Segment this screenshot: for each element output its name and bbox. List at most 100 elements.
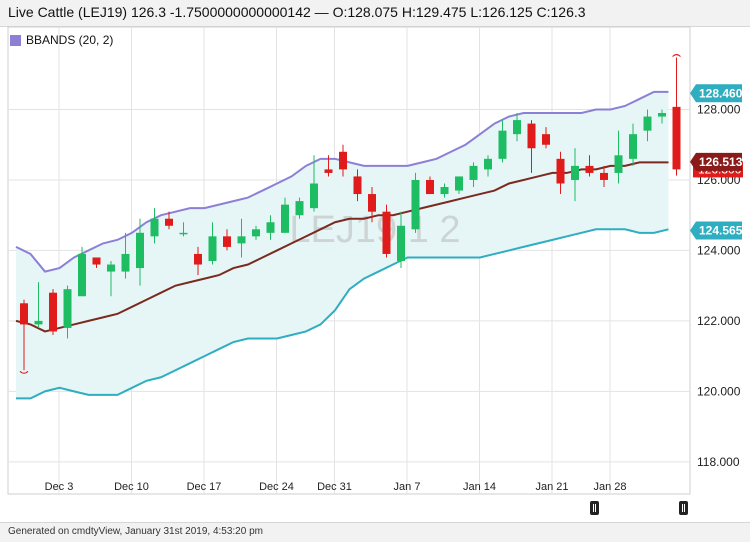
- candle-body: [208, 236, 217, 261]
- candle-body: [368, 194, 376, 212]
- candle: [411, 172, 420, 233]
- chart-footer: Generated on cmdtyView, January 31st 201…: [0, 522, 750, 542]
- candle-body: [34, 320, 43, 325]
- candle-body: [469, 165, 478, 180]
- price-tag-label: 124.565: [699, 224, 743, 238]
- candle: [20, 299, 28, 371]
- candle: [237, 218, 246, 258]
- candle-body: [237, 236, 246, 244]
- candle-body: [585, 165, 594, 173]
- candle-body: [179, 232, 188, 235]
- candle: [252, 225, 260, 240]
- candle: [310, 155, 318, 212]
- low-marker: [19, 370, 29, 374]
- candle-body: [63, 289, 72, 328]
- x-tick-label: Dec 3: [45, 481, 74, 493]
- candle: [92, 257, 101, 269]
- x-tick-label: Dec 24: [259, 481, 294, 493]
- candle-body: [571, 165, 579, 180]
- high-marker: [672, 54, 681, 57]
- candle-body: [455, 176, 463, 191]
- x-tick-label: Jan 14: [463, 481, 496, 493]
- candle-body: [527, 123, 536, 149]
- candle-body: [295, 201, 304, 216]
- candle: [194, 246, 202, 276]
- candle: [426, 176, 434, 195]
- candle: [78, 246, 86, 297]
- candle: [397, 211, 405, 269]
- candle-body: [107, 264, 115, 272]
- x-tick-label: Dec 17: [187, 481, 222, 493]
- candle: [614, 130, 623, 184]
- candle: [643, 109, 652, 142]
- x-tick-label: Dec 10: [114, 481, 149, 493]
- candle: [484, 155, 492, 177]
- candle: [440, 183, 449, 198]
- candle: [542, 127, 550, 149]
- candle-body: [556, 158, 565, 184]
- candle: [266, 215, 275, 240]
- x-tick-label: Dec 31: [317, 481, 352, 493]
- candle: [658, 109, 666, 124]
- candle-body: [49, 292, 57, 332]
- candle-body: [121, 253, 130, 272]
- candle: [469, 162, 478, 188]
- candle: [208, 222, 217, 265]
- candle-body: [165, 218, 173, 226]
- y-tick-label: 124.000: [697, 243, 741, 257]
- generated-note: Generated on cmdtyView, January 31st 201…: [8, 526, 263, 537]
- bbands-lower-line: [16, 228, 669, 400]
- candle-body: [223, 236, 231, 247]
- x-tick-label: Jan 28: [593, 481, 626, 493]
- candle: [223, 229, 231, 251]
- y-tick-label: 128.000: [697, 103, 741, 117]
- candle: [353, 169, 362, 202]
- candle-body: [136, 232, 144, 269]
- candle-body: [484, 158, 492, 170]
- candle: [672, 57, 681, 176]
- candle: [63, 285, 72, 339]
- candle: [498, 120, 507, 163]
- range-handle-left[interactable]: [590, 501, 599, 515]
- candle-body: [150, 218, 159, 237]
- candle: [121, 232, 130, 279]
- range-handle-right[interactable]: [679, 501, 688, 515]
- candle: [571, 148, 579, 202]
- x-tick-label: Jan 7: [394, 481, 421, 493]
- y-tick-label: 118.000: [697, 455, 740, 469]
- candle-body: [20, 303, 28, 325]
- candle-body: [78, 253, 86, 297]
- bollinger-band-fill: [16, 91, 669, 399]
- price-tag: [690, 152, 742, 171]
- candle: [339, 144, 347, 177]
- candle-body: [643, 116, 652, 131]
- candle-body: [353, 176, 362, 195]
- candle: [281, 197, 289, 233]
- candle-body: [310, 183, 318, 209]
- legend-swatch: [10, 34, 21, 46]
- candle-body: [672, 106, 681, 170]
- candle-body: [498, 130, 507, 159]
- candle: [382, 204, 391, 258]
- candle-body: [397, 225, 405, 261]
- candle: [179, 222, 188, 237]
- candle-body: [339, 151, 347, 170]
- candle: [585, 155, 594, 177]
- candle-body: [382, 211, 391, 254]
- x-tick-label: Jan 21: [535, 481, 568, 493]
- candle: [295, 197, 304, 219]
- instrument-quote: Live Cattle (LEJ19) 126.3 -1.75000000000…: [8, 4, 586, 20]
- price-tag-label: 128.460: [699, 86, 743, 100]
- candle: [49, 289, 57, 335]
- candle-body: [440, 187, 449, 195]
- candle-body: [426, 179, 434, 195]
- indicator-legend[interactable]: BBANDS (20, 2): [10, 33, 113, 47]
- candle-body: [411, 179, 420, 230]
- candle-body: [658, 113, 666, 117]
- candle-body: [324, 169, 333, 173]
- candle: [527, 120, 536, 173]
- legend-label: BBANDS (20, 2): [26, 33, 114, 47]
- y-tick-label: 122.000: [697, 314, 741, 328]
- candle: [324, 155, 333, 177]
